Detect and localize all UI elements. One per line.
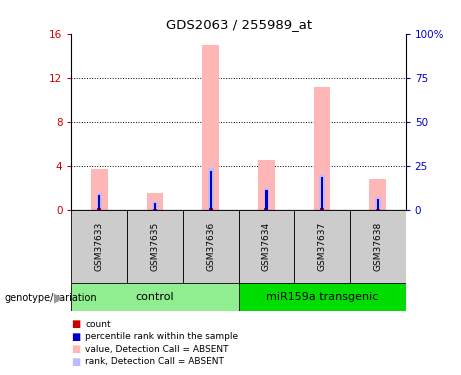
Bar: [314, 87, 331, 210]
Bar: [96, 194, 102, 210]
Text: GSM37638: GSM37638: [373, 222, 382, 271]
Bar: [265, 190, 267, 210]
Bar: [258, 160, 275, 210]
Bar: [209, 208, 213, 210]
Bar: [208, 168, 213, 210]
Bar: [350, 210, 406, 283]
Text: control: control: [136, 292, 174, 302]
Text: ■: ■: [71, 320, 81, 329]
Bar: [238, 210, 294, 283]
Bar: [210, 171, 212, 210]
Text: value, Detection Call = ABSENT: value, Detection Call = ABSENT: [85, 345, 229, 354]
Text: GSM37636: GSM37636: [206, 222, 215, 271]
Bar: [321, 177, 323, 210]
Text: GSM37634: GSM37634: [262, 222, 271, 271]
Bar: [71, 210, 127, 283]
Bar: [98, 195, 100, 210]
Text: ■: ■: [71, 357, 81, 366]
Bar: [154, 203, 156, 210]
Bar: [152, 202, 158, 210]
Text: ■: ■: [71, 344, 81, 354]
Bar: [238, 283, 406, 311]
Bar: [265, 209, 268, 210]
Bar: [127, 210, 183, 283]
Text: GSM37633: GSM37633: [95, 222, 104, 271]
Bar: [153, 209, 157, 210]
Bar: [376, 209, 380, 210]
Bar: [375, 197, 381, 210]
Bar: [264, 188, 269, 210]
Text: rank, Detection Call = ABSENT: rank, Detection Call = ABSENT: [85, 357, 224, 366]
Text: ▶: ▶: [54, 292, 64, 304]
Title: GDS2063 / 255989_at: GDS2063 / 255989_at: [165, 18, 312, 31]
Bar: [71, 283, 239, 311]
Bar: [91, 169, 108, 210]
Bar: [97, 208, 101, 210]
Bar: [183, 210, 238, 283]
Text: genotype/variation: genotype/variation: [5, 293, 97, 303]
Bar: [320, 209, 324, 210]
Bar: [377, 199, 379, 210]
Bar: [147, 194, 163, 210]
Text: miR159a transgenic: miR159a transgenic: [266, 292, 378, 302]
Bar: [369, 179, 386, 210]
Text: GSM37635: GSM37635: [150, 222, 160, 271]
Bar: [202, 45, 219, 210]
Bar: [294, 210, 350, 283]
Text: ■: ■: [71, 332, 81, 342]
Text: percentile rank within the sample: percentile rank within the sample: [85, 332, 238, 341]
Bar: [319, 175, 325, 210]
Text: count: count: [85, 320, 111, 329]
Text: GSM37637: GSM37637: [318, 222, 327, 271]
